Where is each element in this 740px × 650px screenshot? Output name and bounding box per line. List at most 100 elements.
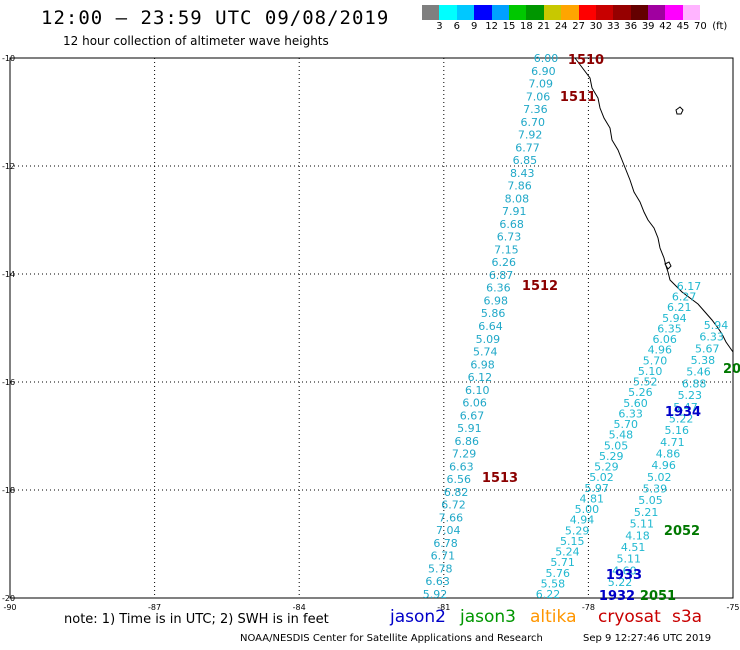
pass-labels: 1510 1511 1512 1513 1932 1933 1934 2051 2052 20 xyxy=(482,53,740,604)
lon-tick-label: -87 xyxy=(148,603,161,612)
colorbar-label: 27 xyxy=(572,21,585,32)
colorbar-label: 70 xyxy=(694,21,707,32)
lon-tick-label: -90 xyxy=(3,603,16,612)
lat-tick-label: -10 xyxy=(2,54,15,63)
track-a-value: 6.98 xyxy=(484,294,509,307)
colorbar-swatch xyxy=(665,5,683,20)
track-c-value: 5.47 xyxy=(673,401,698,414)
track-b-value: 5.15 xyxy=(560,535,585,548)
track-a-value: 7.09 xyxy=(528,78,553,91)
track-c-labels: 5.946.335.675.385.466.885.235.475.225.16… xyxy=(608,319,729,589)
pass-label: 1934 xyxy=(665,405,701,420)
track-b-value: 5.70 xyxy=(643,354,668,367)
track-a-value: 7.15 xyxy=(494,243,519,256)
pass-label: 2052 xyxy=(664,524,700,539)
island xyxy=(675,106,684,115)
colorbar-label: 30 xyxy=(589,21,603,32)
colorbar-swatch xyxy=(422,5,440,20)
lon-tick-label: -84 xyxy=(293,603,306,612)
track-a-value: 7.04 xyxy=(436,524,461,537)
track-c-value: 5.39 xyxy=(643,483,668,496)
track-c-value: 4.86 xyxy=(656,448,681,461)
track-a-value: 6.70 xyxy=(521,116,546,129)
track-a-value: 6.86 xyxy=(454,435,479,448)
wave-height-colorbar xyxy=(422,5,701,20)
track-b-value: 6.27 xyxy=(672,291,697,304)
track-c-value: 5.22 xyxy=(608,576,633,589)
track-c-value: 4.51 xyxy=(621,541,646,554)
track-c-value: 4.18 xyxy=(625,529,650,542)
lat-tick-label: -12 xyxy=(2,162,15,171)
colorbar-swatch xyxy=(595,5,614,20)
track-a-value: 7.92 xyxy=(518,129,543,142)
pass-label: 1933 xyxy=(606,568,642,583)
colorbar-swatch xyxy=(526,5,544,20)
track-a-value: 7.29 xyxy=(452,448,477,461)
track-a-value: 5.74 xyxy=(473,346,498,359)
track-b-value: 4.81 xyxy=(580,492,605,505)
track-a-value: 6.82 xyxy=(444,486,469,499)
track-b-value: 5.05 xyxy=(604,439,629,452)
track-a-value: 6.06 xyxy=(462,397,487,410)
track-a-value: 8.08 xyxy=(505,192,530,205)
map-frame xyxy=(9,57,734,599)
track-b-value: 4.96 xyxy=(648,344,673,357)
track-c-value: 6.33 xyxy=(699,331,724,344)
track-b-value: 6.21 xyxy=(667,301,692,314)
colorbar-swatch xyxy=(456,5,475,20)
pass-label: 1932 xyxy=(599,589,635,604)
colorbar-swatch xyxy=(578,5,596,20)
lon-tick-label: -78 xyxy=(582,603,595,612)
coast-detail xyxy=(664,261,672,270)
pass-label: 1510 xyxy=(568,53,604,68)
track-b-value: 5.29 xyxy=(594,461,619,474)
track-b-value: 5.00 xyxy=(575,503,600,516)
track-a-value: 6.77 xyxy=(515,141,540,154)
footer-timestamp: Sep 9 12:27:46 UTC 2019 xyxy=(583,633,712,644)
colorbar-swatch xyxy=(630,5,649,20)
track-b-value: 6.33 xyxy=(618,407,643,420)
colorbar-label: (ft) xyxy=(712,21,728,32)
track-b-value: 5.97 xyxy=(584,482,609,495)
colorbar-swatch xyxy=(439,5,457,20)
track-c-value: 5.11 xyxy=(630,518,655,531)
track-a-value: 6.26 xyxy=(491,256,516,269)
track-a-value: 5.78 xyxy=(428,562,453,575)
legend-note: note: 1) Time is in UTC; 2) SWH is in fe… xyxy=(64,612,329,627)
track-a-value: 6.98 xyxy=(470,358,495,371)
track-b-value: 5.48 xyxy=(609,429,634,442)
map-grid xyxy=(10,58,733,598)
track-c-value: 5.11 xyxy=(616,553,641,566)
track-b-value: 5.02 xyxy=(589,471,614,484)
track-a-value: 6.67 xyxy=(460,409,485,422)
track-a-value: 7.06 xyxy=(526,90,551,103)
track-b-value: 5.71 xyxy=(550,556,575,569)
track-c-value: 5.46 xyxy=(686,366,711,379)
track-a-value: 6.78 xyxy=(433,537,458,550)
colorbar-label: 18 xyxy=(520,21,533,32)
legend-jason2: jason2 xyxy=(390,607,446,627)
track-c-value: 5.02 xyxy=(647,471,672,484)
colorbar-swatch xyxy=(682,5,701,20)
map-title: 12:00 – 23:59 UTC 09/08/2019 xyxy=(41,7,390,29)
track-a-value: 6.71 xyxy=(431,550,456,563)
track-c-value: 6.88 xyxy=(682,377,707,390)
track-a-value: 8.43 xyxy=(510,167,535,180)
lat-tick-label: -20 xyxy=(2,594,15,603)
track-a-value: 7.66 xyxy=(439,511,464,524)
track-b-value: 5.58 xyxy=(541,577,566,590)
colorbar-labels: 3 6 9 12 15 18 21 24 27 30 33 36 39 42 45 70 (ft) xyxy=(422,21,740,33)
track-a-value: 6.63 xyxy=(425,575,450,588)
track-a-value: 6.68 xyxy=(499,218,524,231)
colorbar-label: 15 xyxy=(502,21,516,32)
colorbar-swatch xyxy=(491,5,509,20)
track-b-value: 5.29 xyxy=(599,450,624,463)
track-b-value: 5.60 xyxy=(623,397,648,410)
colorbar-swatch xyxy=(474,5,492,20)
track-c-value: 5.22 xyxy=(669,412,694,425)
colorbar-label: 6 xyxy=(453,21,460,32)
lat-tick-label: -16 xyxy=(2,378,15,387)
colorbar-label: 36 xyxy=(624,21,638,32)
track-b-value: 5.70 xyxy=(614,418,639,431)
